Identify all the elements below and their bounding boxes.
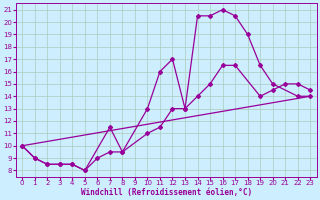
X-axis label: Windchill (Refroidissement éolien,°C): Windchill (Refroidissement éolien,°C) xyxy=(81,188,252,197)
